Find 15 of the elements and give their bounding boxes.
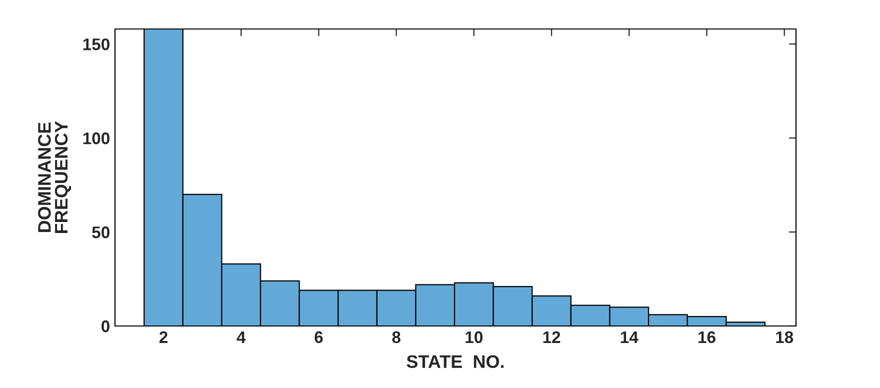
y-tick-label: 0 — [102, 320, 110, 332]
x-tick-label: 2 — [159, 331, 168, 343]
x-tick-label: 14 — [620, 331, 638, 343]
x-tick-label: 10 — [466, 331, 483, 344]
x-tick-label: 6 — [314, 331, 323, 344]
y-axis-title: DOMINANCE FREQUENCY — [38, 121, 72, 233]
y-tick-label: 100 — [83, 132, 110, 144]
x-tick-label: 4 — [236, 331, 246, 343]
y-tick-label: 150 — [83, 38, 110, 50]
y-tick-label: 50 — [92, 226, 110, 238]
x-tick-label: 16 — [698, 331, 716, 344]
x-tick-label: 12 — [543, 331, 560, 343]
x-tick-label: 8 — [392, 331, 400, 344]
x-tick-label: 18 — [776, 331, 794, 344]
x-axis-title: STATE NO. — [406, 355, 504, 368]
